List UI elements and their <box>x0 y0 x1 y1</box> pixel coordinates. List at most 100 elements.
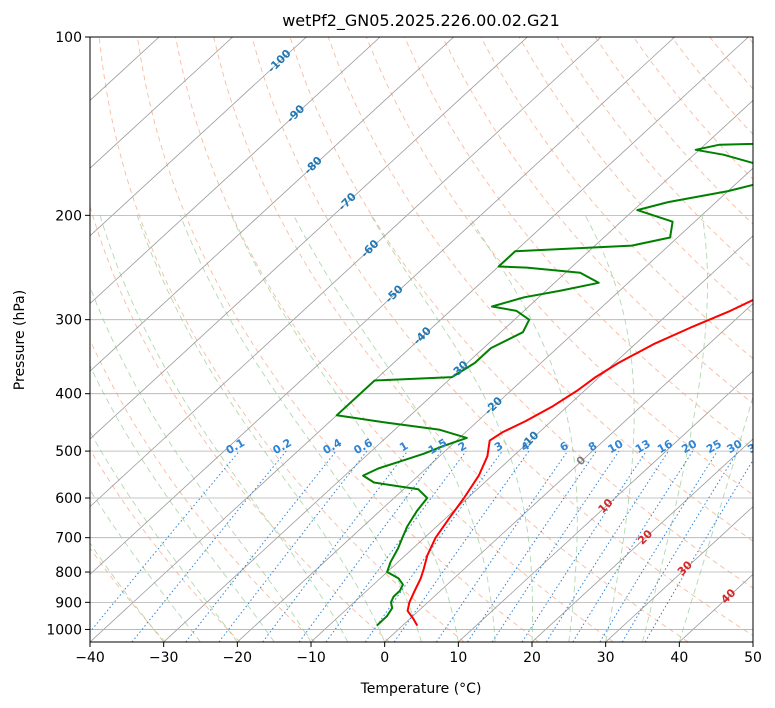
dry-adiabat <box>709 37 753 90</box>
plot-frame <box>89 36 754 643</box>
x-axis-label: Temperature (°C) <box>360 681 482 697</box>
isotherm-line <box>0 37 12 642</box>
mixing-ratio-line <box>467 450 597 642</box>
mixing-ratio-lines <box>90 450 753 642</box>
x-axis-ticks: −40 −30 −20 −10 0 10 20 30 40 50 <box>75 642 762 666</box>
isotherm-line <box>384 302 753 642</box>
mixing-ratio-label: 1 <box>397 439 410 454</box>
moist-adiabat <box>642 215 708 642</box>
moist-adiabat <box>584 215 635 642</box>
y-tick-label: 400 <box>55 387 82 403</box>
moist-adiabat <box>230 215 459 642</box>
x-tick-label: −40 <box>75 650 105 666</box>
mixing-ratio-line <box>491 450 620 642</box>
y-axis-ticks: 100 200 300 400 500 600 700 800 900 1000 <box>46 30 90 638</box>
x-tick-label: −30 <box>149 650 179 666</box>
y-tick-label: 800 <box>55 565 82 581</box>
dry-adiabat <box>594 37 753 225</box>
dry-adiabats <box>90 37 753 642</box>
dry-adiabat <box>90 204 390 642</box>
temperature-group <box>406 298 753 627</box>
dry-adiabat <box>289 37 753 589</box>
x-tick-label: 20 <box>523 650 541 666</box>
y-tick-label: 1000 <box>46 622 82 638</box>
moist-adiabat <box>90 364 275 642</box>
dry-adiabat <box>365 37 753 496</box>
moist-adiabat <box>467 215 578 642</box>
isoline-labels: 0.1 0.2 0.4 0.6 1 1.5 2 3 4 6 8 10 13 16 20 25 30 36-100-… <box>224 47 765 607</box>
mixing-ratio-label: 2 <box>456 439 469 454</box>
dry-adiabat <box>98 37 465 642</box>
isotherm-line <box>90 37 749 642</box>
y-tick-label: 300 <box>55 313 82 329</box>
isotherm-line <box>90 37 528 440</box>
isotherm-line <box>90 37 307 237</box>
mixing-ratio-line <box>435 450 569 642</box>
dry-adiabat <box>90 448 241 642</box>
dry-adiabat <box>251 37 753 637</box>
moist-adiabats <box>90 215 753 642</box>
x-tick-label: 40 <box>670 650 688 666</box>
dry-adiabat <box>136 37 540 642</box>
dry-adiabat <box>90 547 166 642</box>
mixing-ratio-label: 16 <box>655 437 675 456</box>
mixing-ratio-label: 0.4 <box>321 436 345 457</box>
isotherm-line <box>679 573 753 642</box>
x-tick-label: −10 <box>296 650 326 666</box>
y-tick-label: 900 <box>55 595 82 611</box>
mixing-ratio-line <box>298 450 442 642</box>
mixing-ratio-label: 25 <box>704 437 724 456</box>
mixing-ratio-label: 6 <box>558 439 571 454</box>
mixing-ratio-line <box>521 450 647 642</box>
isotherm-line <box>237 167 753 642</box>
isotherm-line <box>90 37 602 508</box>
moist-adiabat <box>99 215 349 642</box>
mixing-ratio-label: 20 <box>679 437 699 456</box>
y-tick-label: 700 <box>55 531 82 547</box>
mixing-ratio-line <box>131 450 287 642</box>
isotherm-line <box>605 506 753 642</box>
isotherm-label: -100 <box>265 47 294 76</box>
temperature-profile <box>406 298 753 627</box>
isotherm-line <box>90 37 454 372</box>
y-axis-label: Pressure (hPa) <box>12 290 28 390</box>
chart-title: wetPf2_GN05.2025.226.00.02.G21 <box>282 11 560 31</box>
dry-adiabat <box>327 37 753 542</box>
dewpoint-group <box>335 142 753 627</box>
moist-adiabat <box>370 215 533 642</box>
plot-area: 0.1 0.2 0.4 0.6 1 1.5 2 3 4 6 8 10 13 16 20 25 30 36-100-… <box>0 37 765 642</box>
isotherm-line <box>531 438 753 642</box>
mixing-ratio-line <box>621 450 739 642</box>
mixing-ratio-line <box>545 450 669 642</box>
isotherm-line <box>752 641 753 642</box>
x-tick-label: 30 <box>597 650 615 666</box>
x-tick-label: 50 <box>744 650 762 666</box>
moist-adiabat <box>90 285 312 642</box>
mixing-ratio-line <box>599 450 718 642</box>
dry-adiabat <box>480 37 753 360</box>
dry-adiabat <box>213 37 689 642</box>
mixing-ratio-label: 0.2 <box>271 436 294 457</box>
dewpoint-profile <box>335 142 753 627</box>
isotherm-line <box>90 37 233 169</box>
mixing-ratio-label: 0.6 <box>351 436 375 457</box>
isotherm-line <box>310 235 753 642</box>
y-tick-label: 600 <box>55 491 82 507</box>
dry-adiabat <box>518 37 753 315</box>
x-tick-label: −20 <box>223 650 253 666</box>
y-tick-label: 100 <box>55 30 82 46</box>
mixing-ratio-line <box>185 450 337 642</box>
y-tick-label: 200 <box>55 208 82 224</box>
mixing-ratio-line <box>393 450 530 642</box>
isotherm-line <box>163 99 753 642</box>
grid <box>0 37 753 642</box>
isotherm-line <box>90 37 381 305</box>
mixing-ratio-line <box>364 450 503 642</box>
mixing-ratio-label: 36 <box>745 437 765 456</box>
isotherm-line <box>90 37 675 575</box>
isotherm-line <box>458 370 753 642</box>
mixing-ratio-label: 1.5 <box>426 436 449 457</box>
mixing-ratio-label: 0.1 <box>224 436 247 457</box>
mixing-ratio-line <box>572 450 694 642</box>
